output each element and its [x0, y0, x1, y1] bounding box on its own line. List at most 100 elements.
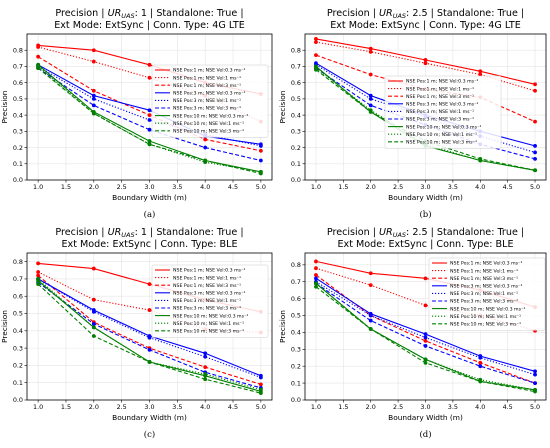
chart-title-suffix: : 2.5 | Standalone: True | — [406, 8, 524, 19]
data-point-pos1-vel0_3 — [91, 48, 96, 53]
data-point-pos3-vel3 — [147, 127, 152, 132]
legend-entry: NSE Pos:1 m; NSE Vel:1 ms⁻¹ — [406, 86, 474, 92]
data-point-pos1-vel3 — [368, 72, 373, 77]
chart-panel-b: Precision | URUAS: 2.5 | Standalone: Tru… — [278, 8, 547, 220]
data-point-pos3-vel1 — [533, 150, 537, 155]
legend-entry: NSE Pos:10 m; NSE Vel:3 ms⁻¹ — [450, 322, 521, 328]
data-point-pos3-vel0_3 — [91, 93, 96, 98]
data-point-pos10-vel3 — [91, 334, 96, 338]
x-tick-label: 3.0 — [144, 403, 154, 411]
data-point-pos1-vel3 — [36, 54, 41, 59]
x-tick-label: 3.5 — [172, 403, 182, 411]
data-point-pos1-vel0_3 — [147, 282, 152, 287]
x-tick-label: 3.5 — [448, 183, 458, 191]
data-point-pos10-vel3 — [533, 389, 537, 394]
data-point-pos3-vel1 — [258, 375, 263, 380]
x-tick-label: 2.5 — [117, 183, 127, 191]
x-tick-label: 2.5 — [117, 403, 127, 411]
legend-entry: NSE Pos:1 m; NSE Vel:3 ms⁻¹ — [173, 283, 241, 289]
chart-title-ur-sub: UAS — [121, 231, 134, 239]
chart-title-line1: Precision | URUAS: 2.5 | Standalone: Tru… — [327, 8, 524, 20]
data-point-pos3-vel1 — [91, 309, 96, 314]
x-tick-label: 2.0 — [366, 183, 376, 191]
x-tick-label: 1.5 — [61, 183, 71, 191]
x-axis-label: Boundary Width (m) — [112, 413, 187, 422]
y-tick-label: 0.5 — [291, 312, 301, 320]
data-point-pos3-vel1 — [91, 96, 96, 101]
data-point-pos1-vel1 — [36, 45, 41, 49]
legend-entry: NSE Pos:1 m; NSE Vel:0.3 ms⁻¹ — [173, 268, 246, 274]
y-tick-label: 0.1 — [13, 379, 23, 387]
data-point-pos10-vel3 — [91, 111, 96, 116]
data-point-pos10-vel3 — [478, 379, 483, 384]
x-tick-label: 4.5 — [503, 183, 513, 191]
legend-box — [151, 64, 269, 138]
data-point-pos10-vel3 — [203, 377, 208, 382]
chart-title-prefix: Precision | — [327, 8, 379, 19]
data-point-pos10-vel1 — [91, 325, 96, 330]
chart-title-line2: Ext Mode: ExtSync | Conn. Type: BLE — [337, 239, 513, 250]
legend-entry: NSE Pos:10 m; NSE Vel:3 ms⁻¹ — [173, 129, 244, 135]
chart-title-line2: Ext Mode: ExtSync | Conn. Type: BLE — [61, 239, 237, 250]
data-point-pos1-vel1 — [314, 266, 318, 271]
x-tick-label: 2.5 — [393, 183, 403, 191]
x-tick-label: 3.0 — [144, 183, 154, 191]
x-tick-label: 5.0 — [256, 403, 266, 411]
legend-entry: NSE Pos:1 m; NSE Vel:0.3 ms⁻¹ — [450, 261, 523, 267]
series-line-pos3-vel1 — [315, 64, 536, 153]
data-point-pos10-vel0_3 — [147, 139, 152, 143]
x-tick-label: 4.5 — [503, 403, 513, 411]
y-tick-label: 0.8 — [291, 46, 301, 54]
data-point-pos3-vel3 — [423, 344, 428, 348]
y-tick-label: 0.3 — [13, 344, 23, 352]
panel-label: (d) — [419, 429, 431, 440]
data-point-pos1-vel1 — [91, 297, 96, 302]
x-tick-label: 5.0 — [530, 403, 540, 411]
legend-entry: NSE Pos:10 m; NSE Vel:0.3 ms⁻¹ — [450, 306, 526, 312]
data-point-pos1-vel3 — [478, 360, 483, 365]
data-point-pos1-vel3 — [258, 382, 263, 387]
legend-entry: NSE Pos:3 m; NSE Vel:3 ms⁻¹ — [406, 117, 474, 123]
x-tick-label: 5.0 — [530, 183, 540, 191]
y-tick-label: 0.1 — [291, 160, 301, 168]
chart-title-ur-sub: UAS — [121, 12, 134, 20]
legend: NSE Pos:1 m; NSE Vel:0.3 ms⁻¹ NSE Pos:1 m… — [151, 264, 269, 338]
legend-entry: NSE Pos:3 m; NSE Vel:3 ms⁻¹ — [173, 306, 241, 312]
legend-box — [384, 75, 502, 149]
chart-title-suffix: : 1 | Standalone: True | — [135, 8, 244, 19]
y-tick-label: 0.5 — [291, 95, 301, 103]
legend-entry: NSE Pos:10 m; NSE Vel:3 ms⁻¹ — [406, 140, 477, 146]
x-tick-label: 1.0 — [311, 403, 321, 411]
data-point-pos3-vel3 — [147, 347, 152, 352]
x-tick-label: 3.5 — [172, 183, 182, 191]
chart-title-ur: UR — [379, 8, 393, 19]
data-point-pos10-vel3 — [147, 142, 152, 147]
data-point-pos10-vel1 — [203, 372, 208, 376]
legend-entry: NSE Pos:3 m; NSE Vel:1 ms⁻¹ — [173, 98, 241, 104]
legend-entry: NSE Pos:3 m; NSE Vel:3 ms⁻¹ — [450, 299, 518, 305]
x-tick-label: 1.5 — [338, 183, 348, 191]
chart-title-prefix: Precision | — [327, 227, 379, 238]
y-tick-label: 0.3 — [291, 346, 301, 354]
data-point-pos10-vel3 — [258, 171, 263, 176]
panel-label: (c) — [144, 429, 155, 440]
x-tick-label: 4.0 — [475, 403, 485, 411]
data-point-pos10-vel1 — [258, 387, 263, 392]
data-point-pos1-vel3 — [36, 273, 41, 278]
y-tick-label: 0.3 — [13, 128, 23, 136]
y-tick-label: 0.0 — [291, 176, 301, 184]
data-point-pos1-vel3 — [423, 338, 428, 343]
data-point-pos3-vel3 — [533, 157, 537, 161]
chart-title-ur-sub: UAS — [393, 231, 406, 239]
legend-entry: NSE Pos:10 m; NSE Vel:3 ms⁻¹ — [173, 329, 244, 335]
x-tick-label: 4.0 — [200, 403, 210, 411]
y-tick-label: 0.8 — [13, 46, 23, 54]
data-point-pos10-vel3 — [203, 158, 208, 163]
data-point-pos3-vel1 — [258, 144, 263, 148]
legend-entry: NSE Pos:3 m; NSE Vel:1 ms⁻¹ — [450, 291, 518, 297]
data-point-pos1-vel1 — [423, 61, 428, 66]
legend-entry: NSE Pos:1 m; NSE Vel:3 ms⁻¹ — [406, 94, 474, 100]
chart-title-prefix: Precision | — [55, 227, 107, 238]
